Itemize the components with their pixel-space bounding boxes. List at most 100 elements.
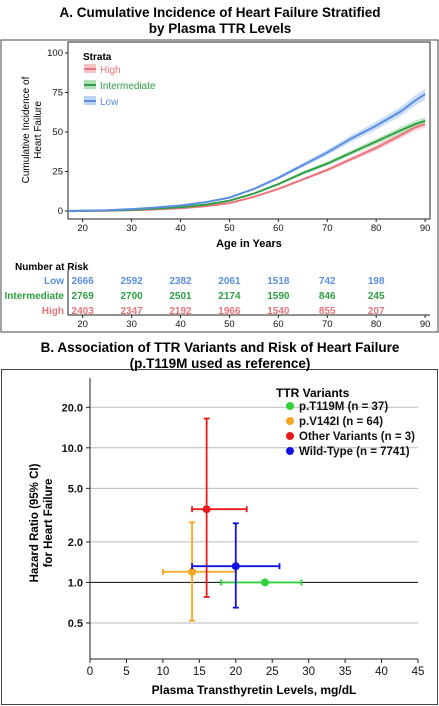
x-tick-label: 40 — [375, 666, 388, 678]
legend-label: Other Variants (n = 3) — [299, 431, 415, 443]
y-tick-label: 50 — [52, 127, 63, 138]
panel-a-curves — [67, 93, 426, 212]
x-tick-label: 10 — [156, 666, 169, 678]
panel-a-xlabel: Age in Years — [216, 238, 282, 250]
y-tick-label: 25 — [52, 167, 63, 178]
risk-tick-label: 50 — [224, 319, 235, 330]
risk-row-label: Low — [44, 276, 64, 287]
x-tick-label: 40 — [175, 223, 186, 234]
legend-dot — [286, 417, 294, 425]
legend-dot — [286, 447, 294, 455]
legend-label: Wild-Type (n = 7741) — [299, 446, 410, 458]
panel-a-ylabel-line1: Cumulative Incidence of — [21, 76, 32, 183]
panel-a-ylabel-line2: Heart Failure — [33, 101, 44, 159]
panel-a-axes: 20 30 40 50 60 70 80 90 0 25 50 75 100 — [47, 48, 430, 234]
panel-a-legend: High Intermediate Low — [84, 64, 156, 108]
x-tick-label: 0 — [87, 666, 93, 678]
legend-dot — [286, 402, 294, 410]
y-tick-label: 100 — [47, 48, 63, 59]
data-point — [231, 562, 240, 571]
x-tick-label: 20 — [229, 666, 242, 678]
y-tick-label: 0 — [58, 206, 63, 217]
risk-cell: 846 — [319, 291, 336, 302]
y-tick-label: 20.0 — [62, 402, 83, 414]
y-tick-label: 10.0 — [62, 443, 83, 455]
x-tick-label: 15 — [193, 666, 206, 678]
panel-b-xlabel: Plasma Transthyretin Levels, mg/dL — [152, 683, 357, 697]
x-tick-label: 30 — [302, 666, 315, 678]
risk-cell: 2403 — [72, 306, 95, 317]
risk-cell: 2382 — [169, 276, 192, 287]
x-tick-label: 45 — [412, 666, 425, 678]
risk-row-label: High — [42, 306, 64, 317]
risk-tick-label: 40 — [175, 319, 186, 330]
panel-b-frame — [1, 369, 438, 705]
panel-b-legend: p.T119M (n = 37) p.V142I (n = 64) Other Va… — [286, 401, 415, 458]
risk-cell: 855 — [319, 306, 336, 317]
panel-a-plot-area — [67, 41, 431, 220]
risk-tick-label: 70 — [322, 319, 333, 330]
risk-cell: 2347 — [120, 306, 143, 317]
x-tick-label: 25 — [266, 666, 279, 678]
risk-cell: 742 — [319, 276, 336, 287]
risk-table: Low 2666 2592 2382 2061 1518 742 198 Intermediat… — [5, 270, 431, 330]
risk-cell: 2666 — [72, 276, 95, 287]
panel-b-legend-title: TTR Variants — [276, 386, 350, 400]
x-tick-label: 60 — [273, 223, 284, 234]
risk-cell: 2174 — [218, 291, 241, 302]
risk-tick-label: 90 — [420, 319, 431, 330]
risk-cell: 2592 — [120, 276, 143, 287]
legend-label-high: High — [100, 65, 121, 76]
risk-cell: 2501 — [169, 291, 192, 302]
y-tick-label: 5.0 — [68, 483, 83, 495]
panel-b-ylabel-line2: for Heart Failure — [43, 479, 55, 568]
risk-table-title: Number at Risk — [15, 262, 89, 273]
data-point — [260, 578, 269, 587]
panel-b-title-line1: B. Association of TTR Variants and Risk … — [41, 340, 400, 355]
legend-label: p.V142I (n = 64) — [299, 416, 383, 428]
risk-cell: 1540 — [267, 306, 290, 317]
panel-a-title-line2: by Plasma TTR Levels — [149, 21, 292, 36]
x-tick-label: 30 — [126, 223, 137, 234]
risk-cell: 2061 — [218, 276, 241, 287]
panel-a-frame — [0, 39, 439, 333]
y-tick-label: 1.0 — [68, 577, 83, 589]
x-tick-label: 50 — [224, 223, 235, 234]
panel-a-title-line1: A. Cumulative Incidence of Heart Failure… — [59, 5, 380, 20]
risk-tick-label: 30 — [126, 319, 137, 330]
y-tick-label: 75 — [52, 88, 63, 99]
panel-a-legend-title: Strata — [83, 52, 112, 63]
risk-cell: 1518 — [267, 276, 290, 287]
x-tick-label: 35 — [339, 666, 352, 678]
panel-b-axes: 0.5 1.0 2.0 5.0 10.0 20.0 0 5 10 15 20 25 30 35 40 45 — [62, 378, 425, 678]
x-tick-label: 90 — [420, 223, 431, 234]
risk-cell: 1966 — [218, 306, 241, 317]
panel-b-points — [161, 417, 303, 622]
legend-dot — [286, 432, 294, 440]
risk-cell: 207 — [368, 306, 385, 317]
risk-tick-label: 60 — [273, 319, 284, 330]
risk-row-label: Intermediate — [5, 291, 65, 302]
risk-cell: 2700 — [120, 291, 143, 302]
legend-label: p.T119M (n = 37) — [299, 401, 388, 413]
panel-b-ylabel-line1: Hazard Ratio (95% CI) — [29, 463, 41, 582]
risk-cell: 198 — [368, 276, 385, 287]
risk-cell: 2192 — [169, 306, 192, 317]
legend-label-intermediate: Intermediate — [100, 81, 156, 92]
curve-low — [67, 93, 426, 212]
x-tick-label: 70 — [322, 223, 333, 234]
legend-label-low: Low — [100, 97, 119, 108]
x-tick-label: 20 — [77, 223, 88, 234]
data-point — [202, 505, 211, 514]
x-tick-label: 80 — [371, 223, 382, 234]
risk-cell: 2769 — [72, 291, 95, 302]
panel-b-gridlines — [90, 406, 418, 624]
x-tick-label: 5 — [123, 666, 129, 678]
risk-cell: 1590 — [267, 291, 290, 302]
y-tick-label: 0.5 — [68, 618, 83, 630]
panel-b-title-line2: (p.T119M used as reference) — [130, 356, 311, 371]
data-point — [188, 567, 197, 576]
risk-tick-label: 80 — [371, 319, 382, 330]
risk-cell: 245 — [368, 291, 385, 302]
